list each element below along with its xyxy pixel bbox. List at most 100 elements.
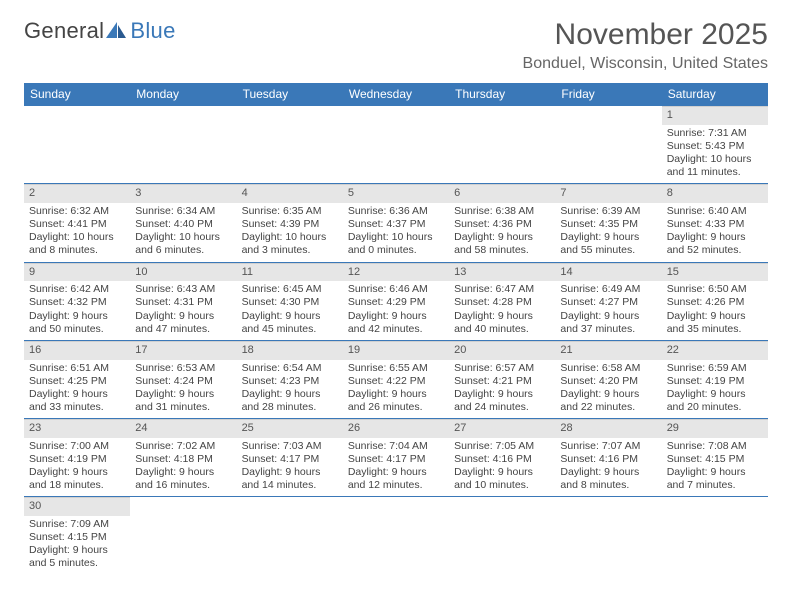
daylight-text: Daylight: 9 hours and 40 minutes.	[454, 310, 550, 336]
day-number: 23	[24, 419, 130, 438]
sunset-text: Sunset: 4:29 PM	[348, 296, 444, 309]
sunrise-text: Sunrise: 6:46 AM	[348, 283, 444, 296]
day-cell	[449, 106, 555, 183]
sunrise-text: Sunrise: 6:40 AM	[667, 205, 763, 218]
day-cell: 16Sunrise: 6:51 AMSunset: 4:25 PMDayligh…	[24, 341, 130, 418]
logo-sail-icon	[106, 22, 128, 38]
weekday-header: Sunday	[24, 83, 130, 106]
daylight-text: Daylight: 9 hours and 35 minutes.	[667, 310, 763, 336]
day-cell: 5Sunrise: 6:36 AMSunset: 4:37 PMDaylight…	[343, 184, 449, 261]
day-number: 22	[662, 341, 768, 360]
day-cell: 28Sunrise: 7:07 AMSunset: 4:16 PMDayligh…	[555, 419, 661, 496]
day-cell: 10Sunrise: 6:43 AMSunset: 4:31 PMDayligh…	[130, 263, 236, 340]
day-cell	[555, 497, 661, 574]
day-number: 18	[237, 341, 343, 360]
day-number: 19	[343, 341, 449, 360]
sunset-text: Sunset: 4:19 PM	[29, 453, 125, 466]
week-row: 16Sunrise: 6:51 AMSunset: 4:25 PMDayligh…	[24, 341, 768, 419]
calendar: Sunday Monday Tuesday Wednesday Thursday…	[24, 83, 768, 575]
day-cell: 26Sunrise: 7:04 AMSunset: 4:17 PMDayligh…	[343, 419, 449, 496]
header: General Blue November 2025 Bonduel, Wisc…	[24, 18, 768, 73]
day-details: Sunrise: 6:51 AMSunset: 4:25 PMDaylight:…	[24, 362, 130, 415]
sunset-text: Sunset: 4:26 PM	[667, 296, 763, 309]
day-number: 8	[662, 184, 768, 203]
daylight-text: Daylight: 9 hours and 26 minutes.	[348, 388, 444, 414]
sunset-text: Sunset: 4:32 PM	[29, 296, 125, 309]
sunset-text: Sunset: 4:27 PM	[560, 296, 656, 309]
week-row: 1Sunrise: 7:31 AMSunset: 5:43 PMDaylight…	[24, 106, 768, 184]
day-number: 17	[130, 341, 236, 360]
sunset-text: Sunset: 4:18 PM	[135, 453, 231, 466]
sunrise-text: Sunrise: 6:54 AM	[242, 362, 338, 375]
day-number: 24	[130, 419, 236, 438]
day-details: Sunrise: 6:42 AMSunset: 4:32 PMDaylight:…	[24, 283, 130, 336]
week-row: 30 Sunrise: 7:09 AMSunset: 4:15 PMDayligh…	[24, 497, 768, 574]
sunset-text: Sunset: 4:16 PM	[454, 453, 550, 466]
day-cell: 18Sunrise: 6:54 AMSunset: 4:23 PMDayligh…	[237, 341, 343, 418]
sunrise-text: Sunrise: 6:43 AM	[135, 283, 231, 296]
day-number: 21	[555, 341, 661, 360]
sunrise-text: Sunrise: 6:36 AM	[348, 205, 444, 218]
daylight-text: Daylight: 9 hours and 31 minutes.	[135, 388, 231, 414]
daylight-text: Daylight: 10 hours and 6 minutes.	[135, 231, 231, 257]
day-number: 9	[24, 263, 130, 282]
sunset-text: Sunset: 4:22 PM	[348, 375, 444, 388]
sunrise-text: Sunrise: 7:00 AM	[29, 440, 125, 453]
day-number: 14	[555, 263, 661, 282]
sunset-text: Sunset: 4:21 PM	[454, 375, 550, 388]
day-number: 29	[662, 419, 768, 438]
day-details: Sunrise: 6:35 AMSunset: 4:39 PMDaylight:…	[237, 205, 343, 258]
daylight-text: Daylight: 10 hours and 11 minutes.	[667, 153, 763, 179]
day-details: Sunrise: 6:49 AMSunset: 4:27 PMDaylight:…	[555, 283, 661, 336]
day-details: Sunrise: 7:00 AMSunset: 4:19 PMDaylight:…	[24, 440, 130, 493]
day-details: Sunrise: 7:03 AMSunset: 4:17 PMDaylight:…	[237, 440, 343, 493]
day-details: Sunrise: 7:08 AMSunset: 4:15 PMDaylight:…	[662, 440, 768, 493]
day-cell: 21 Sunrise: 6:58 AMSunset: 4:20 PMDayligh…	[555, 341, 661, 418]
day-cell	[130, 106, 236, 183]
sunset-text: Sunset: 4:20 PM	[560, 375, 656, 388]
day-details: Sunrise: 6:43 AMSunset: 4:31 PMDaylight:…	[130, 283, 236, 336]
day-cell: 14Sunrise: 6:49 AMSunset: 4:27 PMDayligh…	[555, 263, 661, 340]
daylight-text: Daylight: 9 hours and 5 minutes.	[29, 544, 125, 570]
sunset-text: Sunset: 4:37 PM	[348, 218, 444, 231]
sunset-text: Sunset: 4:17 PM	[242, 453, 338, 466]
week-row: 23 Sunrise: 7:00 AMSunset: 4:19 PMDayligh…	[24, 419, 768, 497]
sunrise-text: Sunrise: 7:04 AM	[348, 440, 444, 453]
logo-text-2: Blue	[130, 18, 175, 44]
sunrise-text: Sunrise: 6:42 AM	[29, 283, 125, 296]
day-cell: 29 Sunrise: 7:08 AMSunset: 4:15 PMDayligh…	[662, 419, 768, 496]
sunrise-text: Sunrise: 6:45 AM	[242, 283, 338, 296]
day-details: Sunrise: 7:02 AMSunset: 4:18 PMDaylight:…	[130, 440, 236, 493]
day-number: 15	[662, 263, 768, 282]
day-cell: 30 Sunrise: 7:09 AMSunset: 4:15 PMDayligh…	[24, 497, 130, 574]
sunrise-text: Sunrise: 7:05 AM	[454, 440, 550, 453]
day-details: Sunrise: 7:09 AMSunset: 4:15 PMDaylight:…	[24, 518, 130, 571]
sunset-text: Sunset: 4:31 PM	[135, 296, 231, 309]
day-cell	[237, 106, 343, 183]
day-cell: 8Sunrise: 6:40 AMSunset: 4:33 PMDaylight…	[662, 184, 768, 261]
daylight-text: Daylight: 9 hours and 22 minutes.	[560, 388, 656, 414]
sunset-text: Sunset: 4:15 PM	[667, 453, 763, 466]
week-row: 9Sunrise: 6:42 AMSunset: 4:32 PMDaylight…	[24, 263, 768, 341]
weekday-header: Monday	[130, 83, 236, 106]
day-details: Sunrise: 6:57 AMSunset: 4:21 PMDaylight:…	[449, 362, 555, 415]
daylight-text: Daylight: 9 hours and 28 minutes.	[242, 388, 338, 414]
day-cell: 27Sunrise: 7:05 AMSunset: 4:16 PMDayligh…	[449, 419, 555, 496]
weekday-header: Tuesday	[237, 83, 343, 106]
day-number: 10	[130, 263, 236, 282]
day-details: Sunrise: 7:31 AMSunset: 5:43 PMDaylight:…	[662, 127, 768, 180]
day-details: Sunrise: 6:58 AMSunset: 4:20 PMDaylight:…	[555, 362, 661, 415]
sunrise-text: Sunrise: 6:35 AM	[242, 205, 338, 218]
title-block: November 2025 Bonduel, Wisconsin, United…	[523, 18, 768, 73]
sunrise-text: Sunrise: 7:07 AM	[560, 440, 656, 453]
day-number: 12	[343, 263, 449, 282]
day-number: 30	[24, 497, 130, 516]
day-details: Sunrise: 6:55 AMSunset: 4:22 PMDaylight:…	[343, 362, 449, 415]
day-details: Sunrise: 6:32 AMSunset: 4:41 PMDaylight:…	[24, 205, 130, 258]
day-number: 6	[449, 184, 555, 203]
sunrise-text: Sunrise: 6:50 AM	[667, 283, 763, 296]
day-cell: 20Sunrise: 6:57 AMSunset: 4:21 PMDayligh…	[449, 341, 555, 418]
sunset-text: Sunset: 4:19 PM	[667, 375, 763, 388]
day-details: Sunrise: 7:04 AMSunset: 4:17 PMDaylight:…	[343, 440, 449, 493]
daylight-text: Daylight: 9 hours and 42 minutes.	[348, 310, 444, 336]
